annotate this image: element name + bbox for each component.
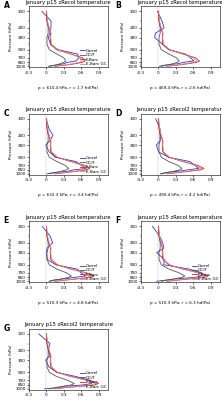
Text: F: F (116, 216, 121, 225)
Text: D: D (116, 109, 122, 118)
Text: p = 490.4 hPa, r = 4.2 hd(Pa): p = 490.4 hPa, r = 4.2 hd(Pa) (150, 193, 210, 197)
Y-axis label: Pressure (hPa): Pressure (hPa) (9, 130, 13, 159)
Title: January p15 zRecol2 temperature: January p15 zRecol2 temperature (136, 108, 222, 112)
Text: B: B (116, 1, 121, 10)
Text: C: C (4, 109, 9, 118)
Legend: Correl, GC/F, E-Barc, E-Barc GC: Correl, GC/F, E-Barc, E-Barc GC (80, 48, 107, 67)
Y-axis label: Pressure (hPa): Pressure (hPa) (9, 237, 13, 266)
Title: January p15 zRecol temperature: January p15 zRecol temperature (26, 0, 111, 5)
Text: p = 469.4 hPa, r = 2.6 hd(Pa): p = 469.4 hPa, r = 2.6 hd(Pa) (150, 86, 210, 90)
Y-axis label: Pressure (hPa): Pressure (hPa) (121, 22, 125, 52)
Y-axis label: Pressure (hPa): Pressure (hPa) (9, 344, 13, 374)
Legend: Correl, GC/F, E-Barc, E-Barc GC: Correl, GC/F, E-Barc, E-Barc GC (80, 264, 107, 282)
Title: January p15 zRecol temperature: January p15 zRecol temperature (26, 215, 111, 220)
Text: E: E (4, 216, 9, 225)
Text: G: G (4, 324, 10, 333)
Legend: Correl, GC/F, E-Barc, E-Barc GC: Correl, GC/F, E-Barc, E-Barc GC (80, 371, 107, 389)
Legend: Correl, GC/F, E-Barc, E-Barc GC: Correl, GC/F, E-Barc, E-Barc GC (80, 156, 107, 174)
Title: January p15 zRecol temperature: January p15 zRecol temperature (26, 108, 111, 112)
Title: January p15 zRecol temperature: January p15 zRecol temperature (137, 0, 222, 5)
Text: p = 510.3 hPa, r = 4.8 hd(Pa): p = 510.3 hPa, r = 4.8 hd(Pa) (38, 301, 98, 305)
Title: January p15 zRecol temperature: January p15 zRecol temperature (137, 215, 222, 220)
Y-axis label: Pressure (hPa): Pressure (hPa) (121, 237, 125, 266)
Title: January p15 zRecol2 temperature: January p15 zRecol2 temperature (24, 322, 113, 328)
Y-axis label: Pressure (hPa): Pressure (hPa) (121, 130, 125, 159)
Legend: Correl, GC/F, E-Barc, E-Barc GC: Correl, GC/F, E-Barc, E-Barc GC (192, 264, 219, 282)
Text: p = 510.3 hPa, r = 6.3 hd(Pa): p = 510.3 hPa, r = 6.3 hd(Pa) (150, 301, 210, 305)
Text: A: A (4, 1, 10, 10)
Y-axis label: Pressure (hPa): Pressure (hPa) (9, 22, 13, 52)
Text: p = 632.3 hPa, r = 3.4 hd(Pa): p = 632.3 hPa, r = 3.4 hd(Pa) (38, 193, 99, 197)
Text: p = 610.4 hPa, r = 1.7 hd(Pa): p = 610.4 hPa, r = 1.7 hd(Pa) (38, 86, 98, 90)
